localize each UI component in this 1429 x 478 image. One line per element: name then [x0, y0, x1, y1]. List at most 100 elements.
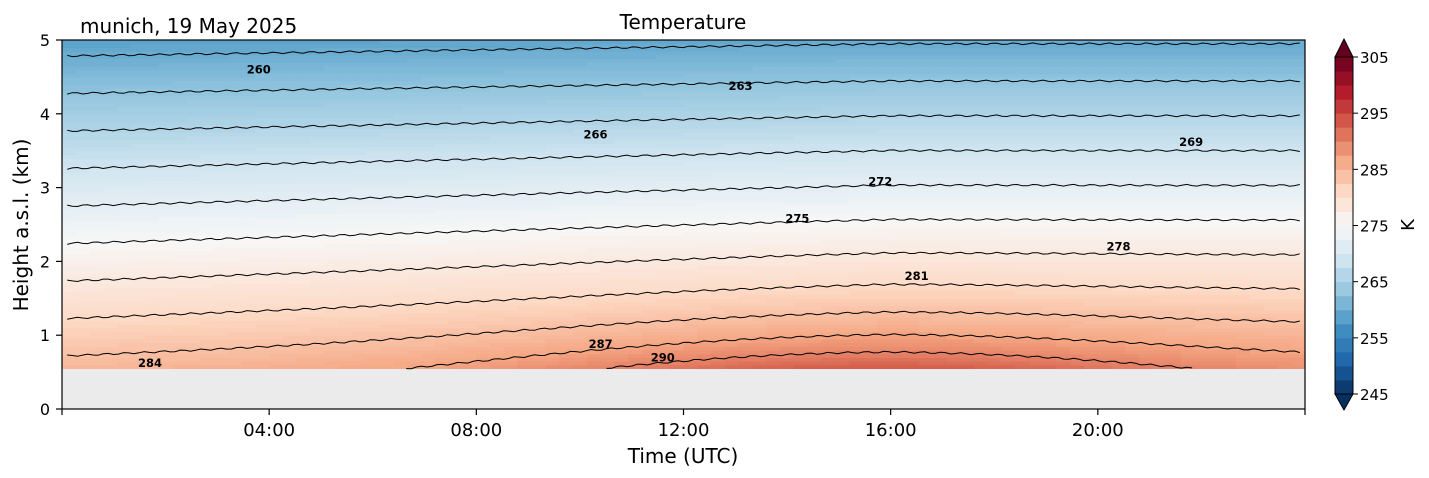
- temperature-cell: [476, 65, 491, 71]
- temperature-cell: [614, 305, 629, 310]
- temperature-cell: [227, 106, 243, 111]
- temperature-cell: [517, 294, 533, 299]
- temperature-cell: [213, 121, 229, 126]
- temperature-cell: [421, 209, 436, 215]
- temperature-cell: [448, 80, 464, 85]
- temperature-cell: [255, 224, 270, 229]
- temperature-cell: [255, 331, 270, 336]
- temperature-cell: [131, 305, 146, 310]
- temperature-cell: [200, 287, 215, 292]
- temperature-cell: [227, 217, 243, 222]
- temperature-cell: [407, 327, 422, 333]
- temperature-cell: [503, 224, 519, 229]
- temperature-cell: [296, 235, 312, 240]
- temperature-cell: [793, 87, 809, 93]
- temperature-cell: [642, 43, 657, 48]
- temperature-cell: [324, 84, 339, 89]
- temperature-cell: [352, 76, 367, 82]
- temperature-cell: [724, 154, 740, 159]
- temperature-cell: [421, 283, 436, 288]
- temperature-cell: [241, 220, 256, 226]
- temperature-cell: [393, 176, 408, 181]
- temperature-cell: [421, 161, 436, 167]
- temperature-cell: [517, 117, 533, 122]
- temperature-cell: [62, 202, 77, 207]
- temperature-cell: [131, 342, 146, 347]
- temperature-cell: [310, 353, 326, 358]
- temperature-cell: [324, 73, 339, 78]
- temperature-cell: [227, 87, 243, 93]
- temperature-cell: [172, 349, 187, 355]
- temperature-cell: [379, 135, 395, 141]
- temperature-cell: [255, 301, 270, 307]
- temperature-cell: [642, 176, 657, 181]
- temperature-cell: [545, 62, 560, 67]
- temperature-cell: [738, 250, 754, 255]
- temperature-cell: [131, 357, 146, 362]
- temperature-cell: [503, 165, 519, 170]
- temperature-cell: [697, 180, 712, 185]
- temperature-cell: [172, 257, 187, 262]
- temperature-cell: [75, 235, 91, 240]
- temperature-cell: [365, 110, 381, 115]
- temperature-cell: [158, 87, 174, 93]
- temperature-cell: [669, 91, 685, 96]
- temperature-cell: [324, 147, 339, 152]
- temperature-cell: [144, 169, 160, 174]
- temperature-cell: [296, 73, 312, 78]
- temperature-cell: [310, 40, 326, 45]
- temperature-cell: [200, 361, 215, 366]
- temperature-cell: [655, 110, 671, 115]
- temperature-cell: [821, 338, 837, 344]
- temperature-cell: [573, 143, 588, 148]
- temperature-cell: [614, 283, 629, 288]
- temperature-cell: [103, 290, 118, 296]
- temperature-cell: [407, 239, 422, 244]
- temperature-cell: [503, 73, 519, 78]
- temperature-cell: [448, 161, 464, 167]
- temperature-cell: [766, 113, 781, 119]
- temperature-cell: [793, 69, 809, 74]
- temperature-cell: [213, 206, 229, 211]
- temperature-cell: [324, 202, 339, 207]
- temperature-cell: [462, 250, 477, 255]
- temperature-cell: [338, 124, 353, 130]
- temperature-cell: [379, 364, 395, 370]
- temperature-cell: [711, 54, 726, 60]
- temperature-cell: [476, 235, 491, 240]
- temperature-cell: [821, 357, 837, 362]
- temperature-cell: [379, 132, 395, 137]
- temperature-cell: [600, 257, 616, 262]
- temperature-cell: [683, 194, 698, 200]
- temperature-cell: [352, 261, 367, 266]
- temperature-cell: [462, 290, 477, 296]
- temperature-cell: [117, 73, 132, 78]
- temperature-cell: [172, 87, 187, 93]
- temperature-cell: [724, 172, 740, 178]
- temperature-cell: [655, 324, 671, 329]
- temperature-cell: [255, 106, 270, 111]
- temperature-cell: [338, 283, 353, 288]
- temperature-cell: [131, 265, 146, 270]
- temperature-cell: [573, 265, 588, 270]
- temperature-cell: [310, 220, 326, 226]
- temperature-cell: [434, 213, 450, 218]
- temperature-cell: [683, 309, 698, 314]
- temperature-cell: [738, 132, 754, 137]
- temperature-cell: [117, 121, 132, 126]
- temperature-cell: [89, 361, 105, 366]
- temperature-cell: [545, 217, 560, 222]
- temperature-cell: [655, 246, 671, 251]
- temperature-cell: [310, 357, 326, 362]
- temperature-cell: [614, 198, 629, 203]
- temperature-cell: [462, 301, 477, 307]
- temperature-cell: [490, 161, 505, 167]
- temperature-cell: [628, 102, 643, 108]
- temperature-cell: [213, 65, 229, 71]
- temperature-cell: [186, 198, 201, 203]
- temperature-cell: [434, 169, 450, 174]
- temperature-cell: [642, 217, 657, 222]
- temperature-cell: [365, 84, 381, 89]
- temperature-cell: [655, 84, 671, 89]
- temperature-cell: [338, 353, 353, 358]
